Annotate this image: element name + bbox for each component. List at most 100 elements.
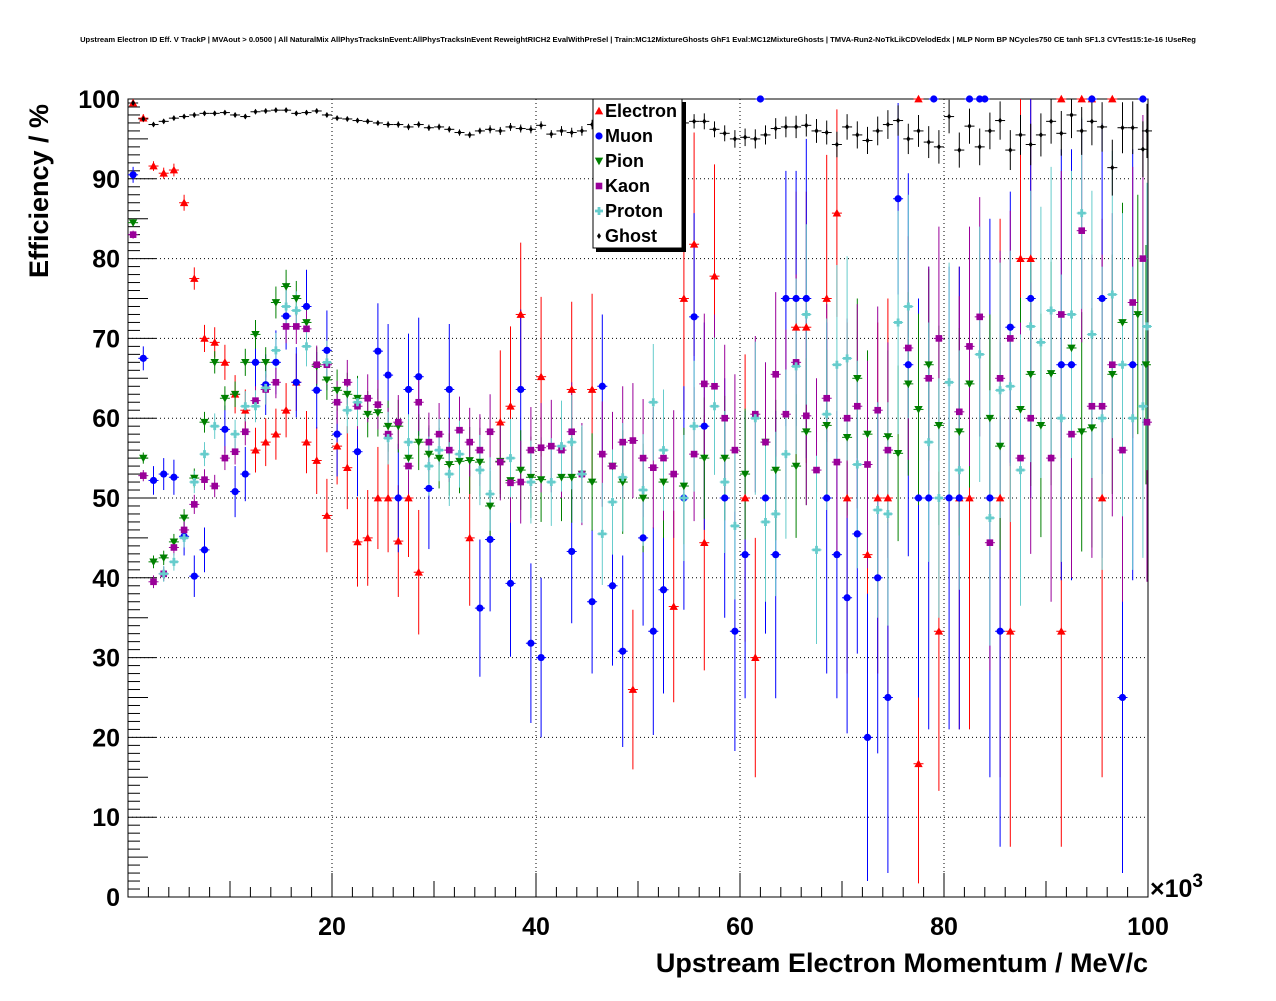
ghost-point [824, 129, 829, 136]
pion-point [200, 418, 209, 427]
muon-point [1139, 95, 1147, 103]
ghost-point [437, 123, 442, 130]
y-tick-label: 20 [92, 724, 120, 752]
pion-point [516, 466, 525, 475]
electron-point [740, 493, 750, 502]
electron-point [220, 358, 230, 366]
muon-point [996, 627, 1004, 635]
ghost-point [304, 109, 309, 116]
ghost-point [977, 143, 982, 150]
electron-point [261, 437, 270, 446]
ghost-point [692, 118, 697, 125]
ghost-point [702, 118, 707, 125]
ghost-point [579, 127, 584, 134]
muon-point [965, 95, 974, 103]
proton-point [843, 354, 852, 363]
ghost-point [324, 111, 329, 118]
electron-point [322, 511, 332, 519]
proton-point [945, 378, 954, 387]
muon-point [517, 385, 525, 394]
proton-point [822, 410, 831, 419]
electron-point [751, 653, 760, 661]
ghost-point [1144, 127, 1149, 134]
pion-point [373, 409, 383, 417]
pion-point [271, 299, 281, 307]
electron-point [536, 372, 546, 381]
pion-point [883, 433, 893, 441]
electron-point [914, 94, 923, 103]
pion-point [771, 466, 780, 475]
ghost-point [814, 127, 819, 134]
kaon-point [966, 343, 973, 350]
kaon-point [333, 398, 341, 406]
pion-point [618, 478, 627, 487]
muon-point [241, 470, 249, 478]
pion-point [853, 374, 862, 383]
muon-point [282, 312, 290, 320]
kaon-point [282, 323, 290, 330]
pion-point [322, 376, 332, 385]
electron-point [1057, 627, 1066, 635]
y-tick-label: 50 [92, 485, 120, 513]
kaon-point [772, 371, 779, 378]
kaon-point [507, 479, 514, 487]
pion-point [1077, 428, 1086, 436]
proton-point [1108, 290, 1117, 299]
ghost-point [1049, 118, 1054, 125]
proton-point [618, 473, 627, 482]
kaon-point [303, 325, 310, 333]
proton-point [720, 478, 729, 487]
kaon-point [497, 458, 504, 466]
kaon-point [1143, 418, 1151, 426]
ghost-point [1059, 130, 1064, 137]
proton-point [404, 438, 413, 447]
pion-point [343, 390, 352, 399]
muon-point [1057, 361, 1065, 369]
pion-point [302, 319, 311, 327]
electron-point [822, 294, 831, 302]
electron-point [363, 533, 372, 542]
kaon-point [976, 313, 983, 321]
electron-point [669, 602, 678, 610]
pion-point [455, 457, 464, 466]
proton-point [455, 450, 464, 459]
muon-point [863, 733, 872, 742]
pion-point [383, 422, 393, 431]
muon-point [486, 535, 494, 544]
kaon-point [293, 323, 300, 330]
ghost-point [1120, 124, 1125, 131]
kaon-point [650, 464, 657, 471]
kaon-point [670, 470, 677, 478]
proton-point [169, 557, 178, 566]
muon-point [384, 371, 392, 379]
muon-point [323, 346, 331, 354]
muon-point [272, 358, 280, 366]
proton-point [934, 494, 943, 502]
ghost-point [161, 118, 166, 125]
ghost-point [1089, 118, 1094, 125]
kaon-point [1058, 311, 1065, 318]
muon-point [772, 551, 780, 559]
muon-point [221, 425, 229, 433]
pion-point [893, 449, 903, 458]
pion-point [1087, 424, 1097, 432]
electron-point [995, 493, 1005, 502]
proton-point [639, 486, 648, 495]
x-exponent-label: ×103 [1150, 871, 1203, 903]
pion-point [424, 450, 434, 459]
ghost-point [998, 117, 1003, 124]
muon-point [700, 422, 708, 430]
ghost-point [528, 126, 533, 133]
ghost-point [212, 110, 217, 117]
kaon-point [242, 428, 249, 436]
pion-point [1036, 422, 1046, 430]
pion-point [1108, 370, 1117, 379]
proton-point [271, 346, 280, 355]
pion-point [700, 454, 709, 463]
kaon-point [1098, 402, 1106, 410]
electron-point [383, 493, 393, 502]
y-tick-label: 10 [92, 804, 120, 832]
chart-title: Upstream Electron ID Eff. V TrackP | MVA… [80, 35, 1196, 44]
electron-point [251, 445, 260, 454]
x-tick-label: 100 [1127, 913, 1169, 941]
